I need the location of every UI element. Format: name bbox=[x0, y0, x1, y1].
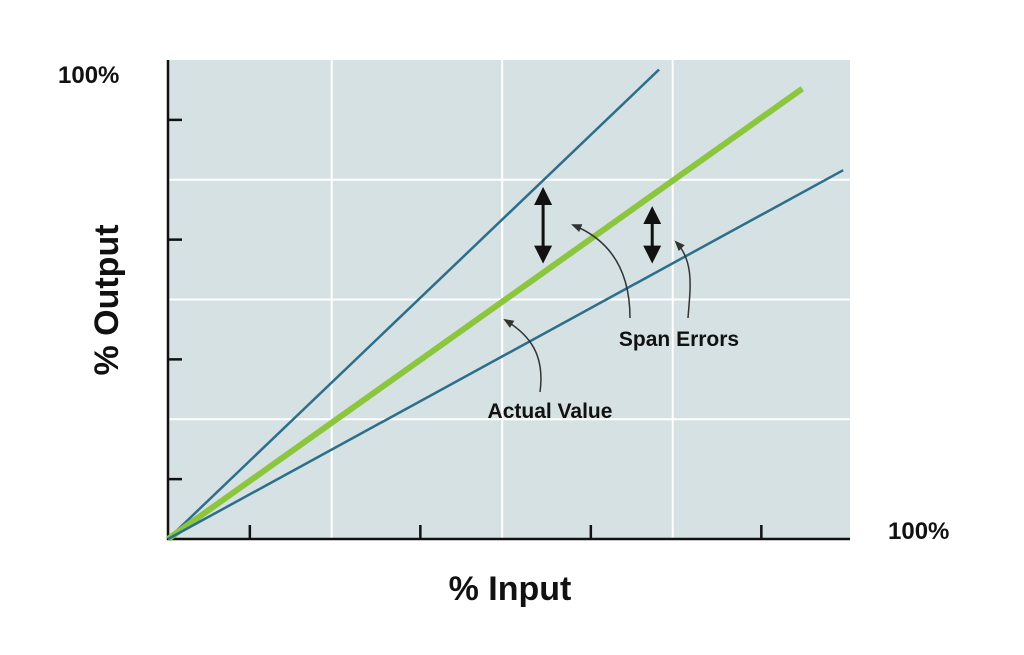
series-lines bbox=[166, 68, 844, 542]
y-axis-max-label: 100% bbox=[58, 62, 119, 89]
leader-line-2 bbox=[674, 240, 691, 319]
series-line-actual bbox=[166, 86, 804, 542]
annotation-span-errors: Span Errors bbox=[619, 328, 739, 351]
annotation-leaders bbox=[503, 224, 691, 393]
x-axis-max-label: 100% bbox=[888, 518, 949, 545]
leader-line-1 bbox=[571, 224, 631, 319]
annotation-actual-value: Actual Value bbox=[488, 400, 613, 423]
x-axis-title: % Input bbox=[449, 570, 572, 608]
series-line-upper bbox=[167, 68, 660, 540]
series-line-lower bbox=[167, 169, 844, 541]
error-arrows bbox=[534, 186, 662, 264]
y-axis-title: % Output bbox=[88, 224, 126, 375]
leader-line-3 bbox=[503, 318, 542, 393]
axes bbox=[166, 60, 850, 541]
